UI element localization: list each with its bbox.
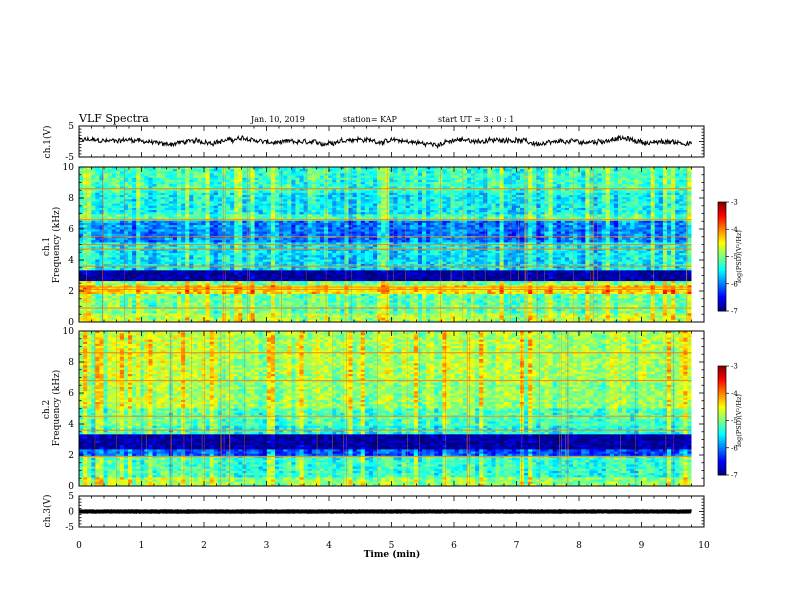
cb1-tick-label: -5 <box>731 253 738 261</box>
cb2-tick-label: -7 <box>731 472 738 480</box>
ch1-spec-ytick-label: 10 <box>63 163 75 173</box>
time-tick-label: 5 <box>389 541 395 551</box>
ch1-waveform-panel: 5 -5 ch.1(V) <box>42 122 705 163</box>
time-axis: 0 1 2 3 4 5 6 7 8 9 10 <box>76 541 710 551</box>
ch3-waveform-panel: 5 0 -5 ch.3(V) <box>42 492 705 533</box>
time-tick-label: 0 <box>76 541 82 551</box>
ch1-colorbar: -3 -4 -5 -6 -7 log(PSD)(V²/Hz) <box>717 199 743 316</box>
cb2-tick-label: -6 <box>731 444 738 452</box>
cb2-tick-label: -5 <box>731 417 738 425</box>
cb1-tick-label: -4 <box>731 226 738 234</box>
ch3-wave-ytick-label: -5 <box>65 523 74 533</box>
ch1-waveform-ylabel: ch.1(V) <box>42 126 53 159</box>
cb1-tick-label: -3 <box>731 199 738 207</box>
time-tick-label: 1 <box>139 541 145 551</box>
ch1-spec-ytick-label: 4 <box>68 256 74 266</box>
cb2-label: log(PSD)(V²/Hz) <box>735 394 743 447</box>
ch1-spectrogram-channel: ch.1 <box>42 237 52 256</box>
ch1-spec-ytick-label: 8 <box>68 194 74 204</box>
ch2-spectrogram-panel: 0 2 4 6 8 10 ch.2 Frequency (kHz) <box>42 327 705 492</box>
cb2-tick-label: -4 <box>731 390 738 398</box>
ch2-spec-ytick-label: 8 <box>68 358 74 368</box>
time-tick-label: 3 <box>264 541 270 551</box>
ch1-wave-trace <box>78 134 692 150</box>
figure-title: VLF Spectra <box>78 112 149 125</box>
time-tick-label: 8 <box>576 541 582 551</box>
ch2-spectrogram-ylabel: Frequency (kHz) <box>51 370 62 447</box>
ch3-wave-ytick-label: 0 <box>68 508 74 518</box>
time-tick-label: 9 <box>639 541 645 551</box>
ch1-wave-ytick-label: 5 <box>68 122 74 132</box>
station-label: station= KAP <box>343 115 398 124</box>
time-tick-label: 2 <box>201 541 207 551</box>
ch2-spec-ytick-label: 0 <box>68 482 74 492</box>
ch2-spec-ytick-label: 6 <box>68 389 74 399</box>
cb1-label: log(PSD)(V²/Hz) <box>735 230 743 283</box>
ch3-waveform-ylabel: ch.3(V) <box>42 495 53 528</box>
time-tick-label: 7 <box>514 541 520 551</box>
ch2-spec-ytick-label: 4 <box>68 420 74 430</box>
ch2-colorbar: -3 -4 -5 -6 -7 log(PSD)(V²/Hz) <box>717 363 743 480</box>
ch1-spec-ytick-label: 0 <box>68 318 74 328</box>
cb1-tick-label: -7 <box>731 308 738 316</box>
ch2-spec-ytick-label: 2 <box>68 451 74 461</box>
time-axis-label: Time (min) <box>364 549 421 560</box>
ch2-spectrogram-channel: ch.2 <box>42 400 52 419</box>
cb2-tick-label: -3 <box>731 363 738 371</box>
time-tick-label: 6 <box>451 541 457 551</box>
ch1-wave-ytick-label: -5 <box>65 153 74 163</box>
ch1-spec-ytick-label: 6 <box>68 225 74 235</box>
cb1-tick-label: -6 <box>731 280 738 288</box>
time-tick-label: 10 <box>698 541 710 551</box>
start-time-label: start UT = 3 : 0 : 1 <box>438 115 514 124</box>
time-tick-label: 4 <box>326 541 332 551</box>
date-label: Jan. 10, 2019 <box>250 115 305 124</box>
ch2-spec-ytick-label: 10 <box>63 327 75 337</box>
ch3-wave-ytick-label: 5 <box>68 492 74 502</box>
ch1-spec-ytick-label: 2 <box>68 287 74 297</box>
ch1-spectrogram-ylabel: Frequency (kHz) <box>51 207 62 284</box>
ch1-spectrogram-panel: 0 2 4 6 8 10 ch.1 Frequency (kHz) <box>42 163 705 328</box>
